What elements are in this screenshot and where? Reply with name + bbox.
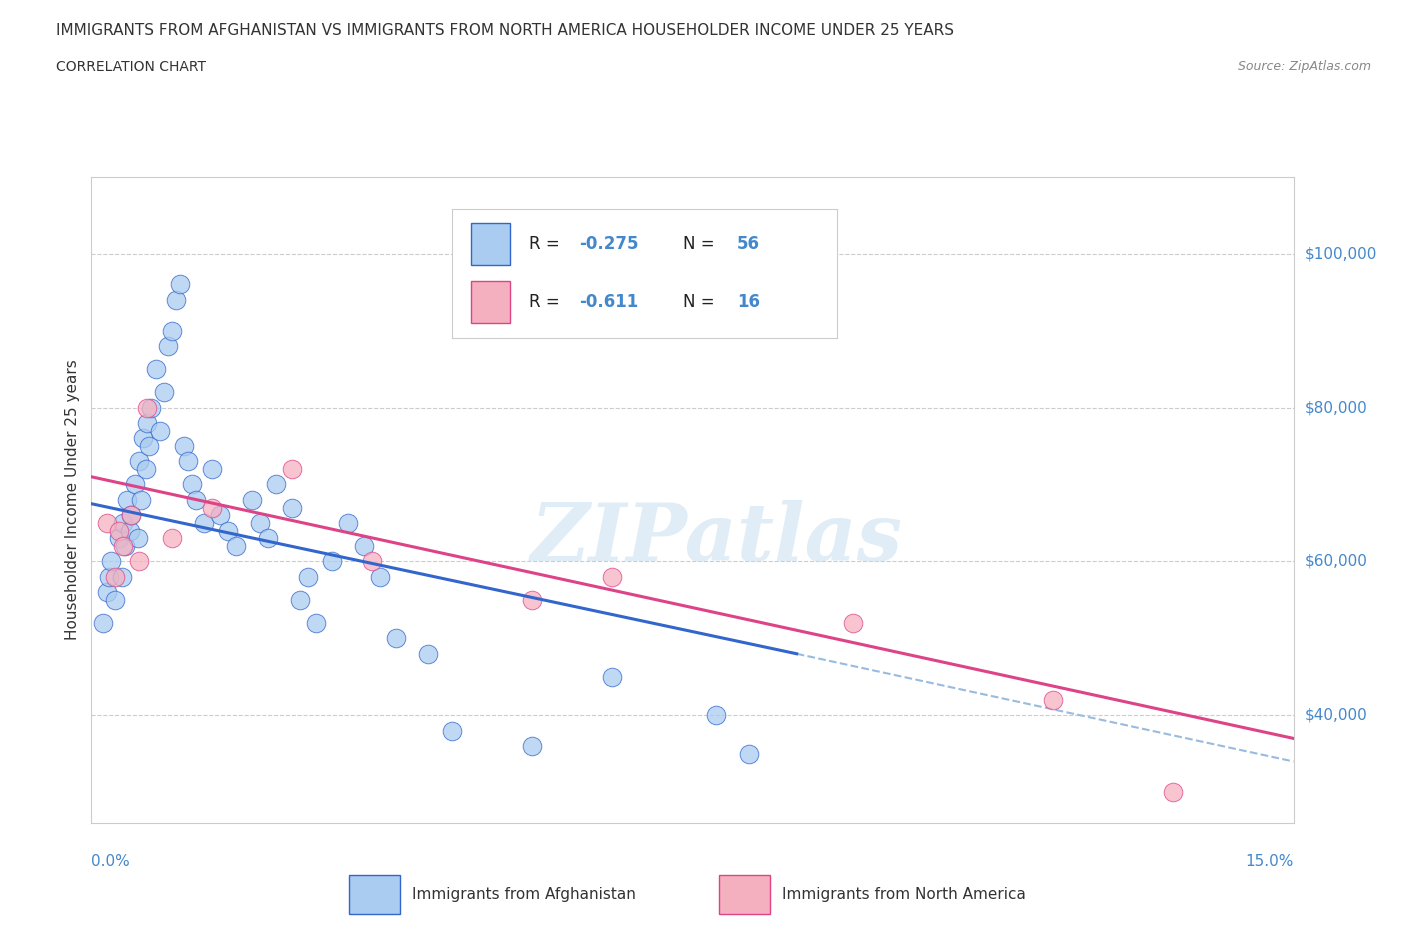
Point	[117, 493, 139, 508]
FancyBboxPatch shape	[349, 875, 399, 914]
Point	[108, 531, 131, 546]
Point	[160, 323, 183, 338]
Point	[135, 461, 157, 476]
Point	[112, 515, 135, 530]
Text: Immigrants from Afghanistan: Immigrants from Afghanistan	[412, 887, 636, 902]
Point	[353, 538, 375, 553]
Point	[98, 569, 121, 584]
Point	[336, 515, 359, 530]
Y-axis label: Householder Income Under 25 years: Householder Income Under 25 years	[65, 360, 80, 640]
Point	[136, 400, 159, 415]
Point	[602, 569, 624, 584]
Text: 0.0%: 0.0%	[91, 854, 131, 869]
Point	[121, 508, 143, 523]
Point	[368, 569, 391, 584]
Point	[124, 477, 146, 492]
Point	[281, 461, 304, 476]
Text: Source: ZipAtlas.com: Source: ZipAtlas.com	[1237, 60, 1371, 73]
Text: R =: R =	[529, 235, 565, 253]
Point	[138, 439, 160, 454]
Point	[297, 569, 319, 584]
Point	[1161, 785, 1184, 800]
Point	[520, 592, 543, 607]
Point	[305, 616, 328, 631]
Point	[96, 515, 118, 530]
Point	[173, 439, 195, 454]
Text: -0.275: -0.275	[579, 235, 638, 253]
Point	[129, 493, 152, 508]
Point	[108, 524, 131, 538]
Point	[360, 554, 382, 569]
Point	[385, 631, 408, 645]
Point	[127, 531, 149, 546]
Point	[104, 569, 127, 584]
Point	[176, 454, 198, 469]
Point	[737, 747, 759, 762]
Point	[193, 515, 215, 530]
Point	[208, 508, 231, 523]
Point	[111, 569, 134, 584]
FancyBboxPatch shape	[471, 282, 510, 323]
Text: ZIPatlas: ZIPatlas	[530, 500, 903, 578]
Point	[256, 531, 278, 546]
Point	[201, 461, 224, 476]
Point	[145, 362, 167, 377]
Point	[152, 385, 174, 400]
Point	[841, 616, 863, 631]
Point	[180, 477, 202, 492]
Text: CORRELATION CHART: CORRELATION CHART	[56, 60, 207, 74]
Text: 15.0%: 15.0%	[1246, 854, 1294, 869]
Text: IMMIGRANTS FROM AFGHANISTAN VS IMMIGRANTS FROM NORTH AMERICA HOUSEHOLDER INCOME : IMMIGRANTS FROM AFGHANISTAN VS IMMIGRANT…	[56, 23, 955, 38]
Point	[118, 524, 141, 538]
Text: $100,000: $100,000	[1305, 246, 1376, 261]
Point	[321, 554, 343, 569]
Point	[165, 292, 187, 307]
Point	[201, 500, 224, 515]
Point	[128, 454, 150, 469]
Point	[184, 493, 207, 508]
Text: N =: N =	[683, 235, 720, 253]
Point	[104, 592, 127, 607]
Text: $60,000: $60,000	[1305, 554, 1368, 569]
Point	[132, 431, 155, 445]
Point	[225, 538, 247, 553]
Point	[249, 515, 271, 530]
Text: -0.611: -0.611	[579, 293, 638, 312]
Point	[288, 592, 311, 607]
Point	[281, 500, 304, 515]
Point	[148, 423, 170, 438]
Point	[240, 493, 263, 508]
Point	[264, 477, 287, 492]
Point	[100, 554, 122, 569]
Point	[441, 724, 464, 738]
Point	[93, 616, 115, 631]
Point	[520, 738, 543, 753]
Point	[602, 670, 624, 684]
Text: R =: R =	[529, 293, 565, 312]
Point	[160, 531, 183, 546]
FancyBboxPatch shape	[718, 875, 770, 914]
Point	[96, 585, 118, 600]
Point	[141, 400, 163, 415]
Text: $80,000: $80,000	[1305, 400, 1368, 415]
Point	[156, 339, 179, 353]
Point	[136, 416, 159, 431]
Point	[1042, 693, 1064, 708]
Text: 16: 16	[737, 293, 759, 312]
Point	[169, 277, 191, 292]
Point	[114, 538, 136, 553]
Text: 56: 56	[737, 235, 759, 253]
Point	[128, 554, 150, 569]
Point	[112, 538, 135, 553]
Text: $40,000: $40,000	[1305, 708, 1368, 723]
Text: Immigrants from North America: Immigrants from North America	[782, 887, 1025, 902]
Point	[217, 524, 239, 538]
Point	[706, 708, 728, 723]
Point	[416, 646, 439, 661]
Text: N =: N =	[683, 293, 720, 312]
Point	[121, 508, 143, 523]
FancyBboxPatch shape	[471, 223, 510, 265]
